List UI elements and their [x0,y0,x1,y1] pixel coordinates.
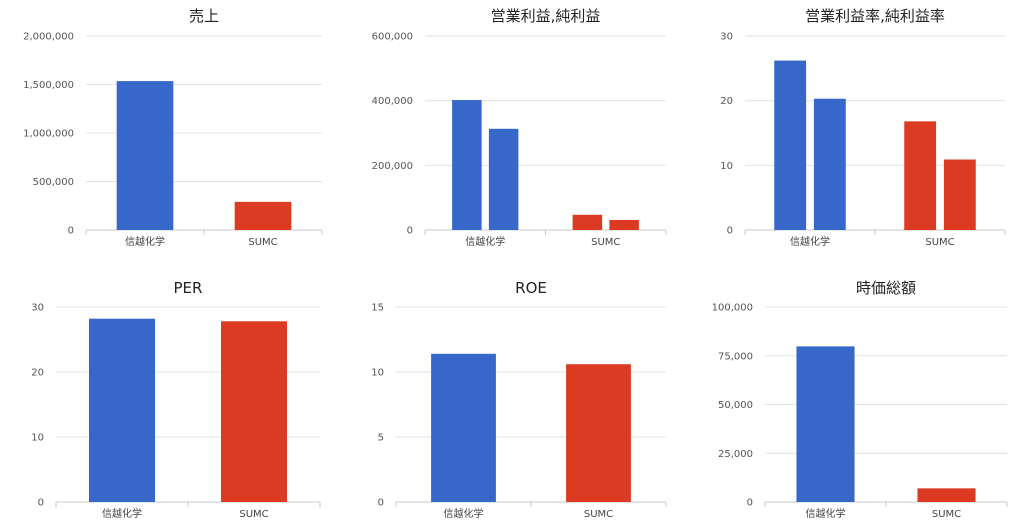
bar-shinetsu-series-0 [796,346,855,502]
y-tick-label: 30 [31,303,44,314]
bar-shinetsu-series-0 [774,60,807,230]
category-label: 信越化学 [125,235,165,248]
bar-shinetsu-series-0 [452,100,482,231]
y-tick-label: 0 [727,226,733,237]
category-label: SUMC [239,509,268,520]
y-tick-label: 0 [747,498,753,509]
y-tick-label: 10 [371,368,384,379]
y-tick-label: 75,000 [718,351,753,362]
bar-sumc-series-0 [234,201,292,230]
y-tick-label: 0 [378,498,384,509]
bar-sumc-series-0 [904,121,937,230]
category-label: SUMC [584,509,613,520]
category-label: SUMC [932,509,961,520]
chart-per: PER 0 10 20 30 信越化学 SUMC [31,279,321,520]
y-tick-label: 1,500,000 [23,80,74,91]
y-tick-label: 20 [720,96,733,107]
category-label: 信越化学 [444,507,484,520]
bar-sumc-series-0 [572,214,603,230]
chart-title: 時価総額 [856,279,916,297]
y-tick-label: 100,000 [712,303,753,314]
y-tick-label: 10 [720,161,733,172]
bar-sumc-series-1 [609,219,639,230]
y-tick-label: 400,000 [372,96,413,107]
chart-market-cap: 時価総額 0 25,000 50,000 75,000 100,000 信越化学 SUMC [712,279,1008,520]
chart-title: 営業利益,純利益 [491,7,601,25]
y-tick-label: 1,000,000 [23,129,74,140]
y-tick-label: 2,000,000 [23,32,74,43]
y-tick-label: 30 [720,32,733,43]
chart-roe: ROE 0 5 10 15 信越化学 SUMC [371,279,667,520]
y-tick-label: 0 [407,226,413,237]
y-tick-label: 5 [378,433,384,444]
bar-sumc-series-0 [917,488,976,502]
chart-operating-net-income: 営業利益,純利益 0 200,000 400,000 600,000 信越化学 SUMC [372,7,667,248]
bar-sumc-series-0 [566,364,631,502]
y-tick-label: 500,000 [33,177,74,188]
bar-sumc-series-0 [221,321,287,502]
y-tick-label: 25,000 [718,449,753,460]
y-tick-label: 20 [31,368,44,379]
bar-shinetsu-series-0 [116,81,174,230]
chart-title: 営業利益率,純利益率 [805,7,945,25]
category-label: SUMC [591,237,620,248]
y-tick-label: 15 [371,303,384,314]
category-label: SUMC [248,237,277,248]
y-tick-label: 0 [38,498,44,509]
y-tick-label: 50,000 [718,400,753,411]
y-tick-label: 600,000 [372,32,413,43]
bar-shinetsu-series-0 [89,318,155,502]
chart-title: 売上 [189,7,219,25]
bar-shinetsu-series-0 [431,353,496,502]
chart-title: ROE [515,279,547,297]
category-label: SUMC [925,237,954,248]
bar-shinetsu-series-1 [488,128,519,230]
bar-sumc-series-1 [943,159,976,230]
chart-title: PER [174,279,203,297]
y-tick-label: 10 [31,433,44,444]
y-tick-label: 200,000 [372,161,413,172]
bar-shinetsu-series-1 [813,98,846,230]
chart-margins: 営業利益率,純利益率 0 10 20 30 信越化学 SUMC [720,7,1006,248]
category-label: 信越化学 [806,507,846,520]
category-label: 信越化学 [790,235,830,248]
category-label: 信越化学 [102,507,142,520]
category-label: 信越化学 [465,235,505,248]
chart-sales: 売上 0 500,000 1,000,000 1,500,000 2,000,000 信越化… [23,7,323,248]
y-tick-label: 0 [68,226,74,237]
